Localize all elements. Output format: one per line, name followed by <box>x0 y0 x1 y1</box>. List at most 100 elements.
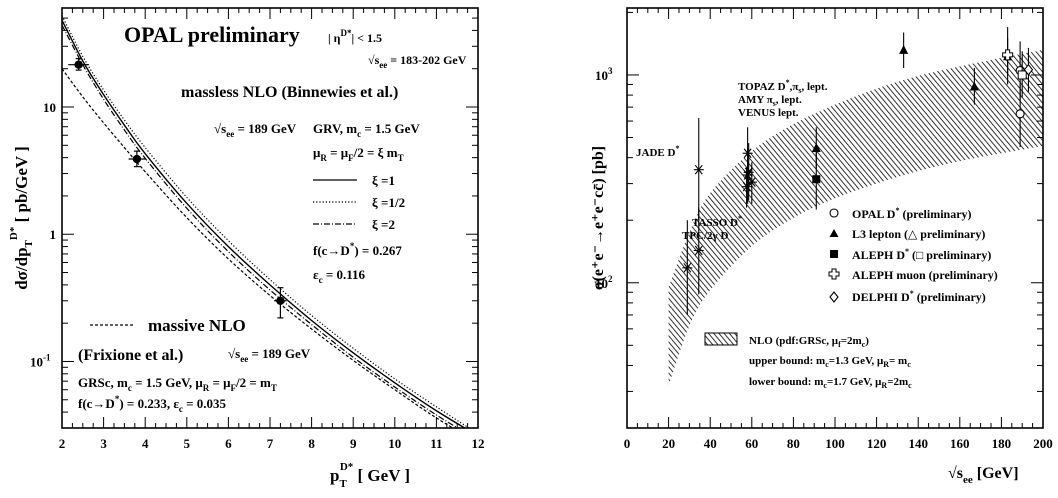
massive-frag-label: f(c→D*) = 0.233, εc = 0.035 <box>78 394 227 414</box>
curve-solid <box>62 20 467 428</box>
massive-sqrt-s-label: √see = 189 GeV <box>228 346 311 364</box>
massive-params-label: GRSc, mc = 1.5 GeV, μR = μF/2 = mT <box>78 375 277 393</box>
y-tick-label: 102 <box>595 274 613 291</box>
x-tick-label: 0 <box>624 436 631 451</box>
curve-dashdot <box>62 24 459 428</box>
x-tick-label: 180 <box>992 436 1012 451</box>
y-tick-label: 103 <box>595 66 613 83</box>
x-tick-label: 80 <box>787 436 800 451</box>
label-tpc: TPC/2γ D <box>682 230 728 242</box>
y-tick-label: 10 <box>43 100 56 115</box>
curve-dotted <box>62 15 471 428</box>
left-y-tick-labels: 10-1 1 10 <box>30 100 56 369</box>
x-tick-label: 120 <box>867 436 887 451</box>
left-curves <box>62 15 471 428</box>
asterisk-stroke <box>694 245 703 256</box>
x-tick-label: 3 <box>100 436 107 451</box>
nlo-band <box>668 49 1043 386</box>
right-y-tick-labels: 102 103 <box>595 66 613 291</box>
right-y-axis-label: σ(e⁺e⁻→e⁺e⁻cc̄) [pb] <box>590 146 607 290</box>
marker-triangle <box>811 143 821 153</box>
marker-cross <box>1002 49 1014 61</box>
legend-label-aleph-muon: ALEPH muon (preliminary) <box>852 268 998 282</box>
x-tick-label: 10 <box>388 436 401 451</box>
band-legend-line1: NLO (pdf:GRSc, μf=2mc) <box>749 335 869 349</box>
band-legend-line2: upper bound: mc=1.3 GeV, μR= mc <box>749 355 911 369</box>
label-tasso: TASSO D* <box>692 214 742 229</box>
band-legend-swatch <box>704 332 738 346</box>
left-y-axis-label: dσ/dpTD* [ pb/GeV ] <box>8 146 35 290</box>
x-tick-label: 100 <box>825 436 845 451</box>
legend-label-l3: L3 lepton (△ preliminary) <box>852 227 985 241</box>
massless-scale-label: μR = μF/2 = ξ mT <box>313 145 404 163</box>
x-tick-label: 200 <box>1033 436 1053 451</box>
left-plot-frame <box>61 7 479 429</box>
marker-triangle <box>899 44 909 54</box>
legend-label-aleph: ALEPH D* (□ preliminary) <box>852 247 991 262</box>
x-tick-label: 9 <box>350 436 357 451</box>
left-legend: ξ =1 ξ =1/2 ξ =2 <box>313 173 405 232</box>
x-tick-label: 20 <box>662 436 675 451</box>
legend-label-xi-half: ξ =1/2 <box>372 195 405 210</box>
x-tick-label: 40 <box>704 436 717 451</box>
right-legend: OPAL D* (preliminary) L3 lepton (△ preli… <box>828 206 998 304</box>
x-tick-label: 8 <box>308 436 315 451</box>
x-tick-label: 160 <box>950 436 970 451</box>
legend-marker-open-diamond <box>829 291 839 303</box>
left-chart: 2 3 4 5 6 7 8 9 10 11 12 10-1 1 10 dσ/dpTD* [ pb/GeV… <box>8 7 485 490</box>
left-x-axis-label: pTD* [ GeV ] <box>330 461 410 490</box>
label-venus: VENUS lept. <box>738 107 799 119</box>
marker-asterisk <box>693 164 704 175</box>
left-chart-title: OPAL preliminary <box>124 22 300 47</box>
asterisk-stroke <box>744 167 753 178</box>
legend-marker-open-circle <box>829 208 839 218</box>
marker-diamond <box>1023 63 1034 76</box>
legend-label-xi-1: ξ =1 <box>372 173 395 188</box>
marker-triangle <box>969 81 979 91</box>
y-tick-label: 1 <box>50 227 57 242</box>
massless-nlo-title: massless NLO (Binnewies et al.) <box>181 84 398 101</box>
x-tick-label: 12 <box>472 436 485 451</box>
x-tick-label: 6 <box>225 436 232 451</box>
massless-sqrt-s-label: √see = 189 GeV <box>214 121 297 139</box>
asterisk-stroke <box>694 164 703 175</box>
legend-marker-filled-triangle <box>829 229 839 237</box>
right-x-axis-label: √see [GeV] <box>948 465 1019 486</box>
label-amy: AMY πs, lept. <box>738 94 802 108</box>
y-tick-label: 10-1 <box>30 352 51 369</box>
marker-asterisk <box>693 245 704 256</box>
band-legend-line3: lower bound: mc=1.7 GeV, μR=2mc <box>749 376 912 390</box>
right-chart: 0 20 40 60 80 100 120 140 160 180 200 102 103 σ(e⁺e… <box>590 7 1053 486</box>
left-x-tick-labels: 2 3 4 5 6 7 8 9 10 11 12 <box>59 436 485 451</box>
legend-label-opal: OPAL D* (preliminary) <box>852 206 972 221</box>
label-topaz: TOPAZ D*,πs, lept. <box>738 78 828 95</box>
massive-nlo-title: massive NLO <box>148 316 246 335</box>
marker-asterisk <box>746 177 757 187</box>
right-data-points <box>682 27 1034 315</box>
x-tick-label: 60 <box>745 436 758 451</box>
x-tick-label: 5 <box>184 436 191 451</box>
legend-label-xi-2: ξ =2 <box>372 217 395 232</box>
asterisk-stroke <box>747 177 756 187</box>
x-tick-label: 140 <box>908 436 928 451</box>
legend-marker-filled-square <box>830 250 838 258</box>
legend-label-delphi: DELPHI D* (preliminary) <box>852 289 986 304</box>
massive-author-label: (Frixione et al.) <box>78 347 183 364</box>
sqrt-s-range-label: √see = 183-202 GeV <box>368 53 467 70</box>
x-tick-label: 7 <box>267 436 274 451</box>
asterisk-stroke <box>683 262 692 273</box>
data-point <box>132 154 142 164</box>
eta-cut-label: | ηD*| < 1.5 <box>328 28 382 45</box>
nlo-band-area <box>668 49 1043 386</box>
label-jade: JADE D* <box>636 144 679 159</box>
left-data-points <box>68 58 287 319</box>
right-tick-marks <box>626 8 1044 429</box>
marker-asterisk <box>682 262 693 273</box>
x-tick-label: 4 <box>142 436 149 451</box>
massless-params-label: GRV, mc = 1.5 GeV <box>313 121 420 139</box>
right-x-tick-labels: 0 20 40 60 80 100 120 140 160 180 200 <box>624 436 1053 451</box>
marker-circle <box>1015 109 1025 119</box>
legend-marker-open-cross <box>828 268 840 280</box>
marker-square <box>812 175 821 184</box>
